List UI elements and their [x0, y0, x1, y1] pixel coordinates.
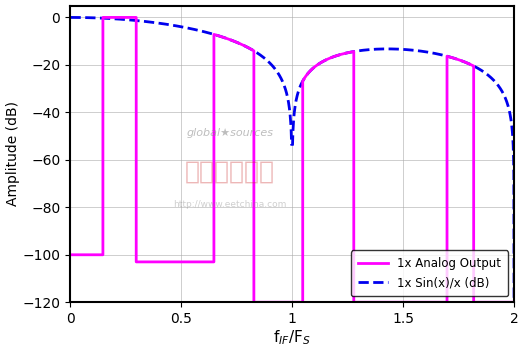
1x Analog Output [460, 59, 466, 64]
Text: http://www.eetchina.com: http://www.eetchina.com [173, 200, 287, 209]
1x Analog Output [250, 300, 257, 304]
1x Analog Output [67, 253, 73, 257]
1x Analog Output [100, 15, 106, 19]
1x Analog Output [511, 300, 517, 304]
Text: 电子工程专辑: 电子工程专辑 [185, 160, 275, 184]
1x Sin(x)/x (dB) [90, 16, 96, 20]
1x Analog Output [324, 57, 331, 61]
Line: 1x Sin(x)/x (dB): 1x Sin(x)/x (dB) [71, 17, 292, 145]
1x Analog Output [221, 35, 227, 40]
Line: 1x Analog Output: 1x Analog Output [70, 17, 514, 302]
1x Analog Output [465, 61, 472, 66]
1x Sin(x)/x (dB) [219, 35, 225, 39]
Text: global★sources: global★sources [187, 128, 274, 138]
X-axis label: f$_{IF}$/F$_S$: f$_{IF}$/F$_S$ [273, 329, 311, 347]
Legend: 1x Analog Output, 1x Sin(x)/x (dB): 1x Analog Output, 1x Sin(x)/x (dB) [351, 250, 508, 296]
1x Sin(x)/x (dB) [289, 143, 295, 148]
1x Sin(x)/x (dB) [244, 45, 250, 49]
1x Sin(x)/x (dB) [157, 21, 163, 25]
1x Analog Output [245, 45, 251, 49]
1x Sin(x)/x (dB) [240, 43, 246, 47]
1x Sin(x)/x (dB) [68, 15, 74, 19]
Y-axis label: Amplitude (dB): Amplitude (dB) [6, 101, 19, 207]
1x Analog Output [228, 38, 235, 42]
1x Sin(x)/x (dB) [165, 22, 171, 26]
